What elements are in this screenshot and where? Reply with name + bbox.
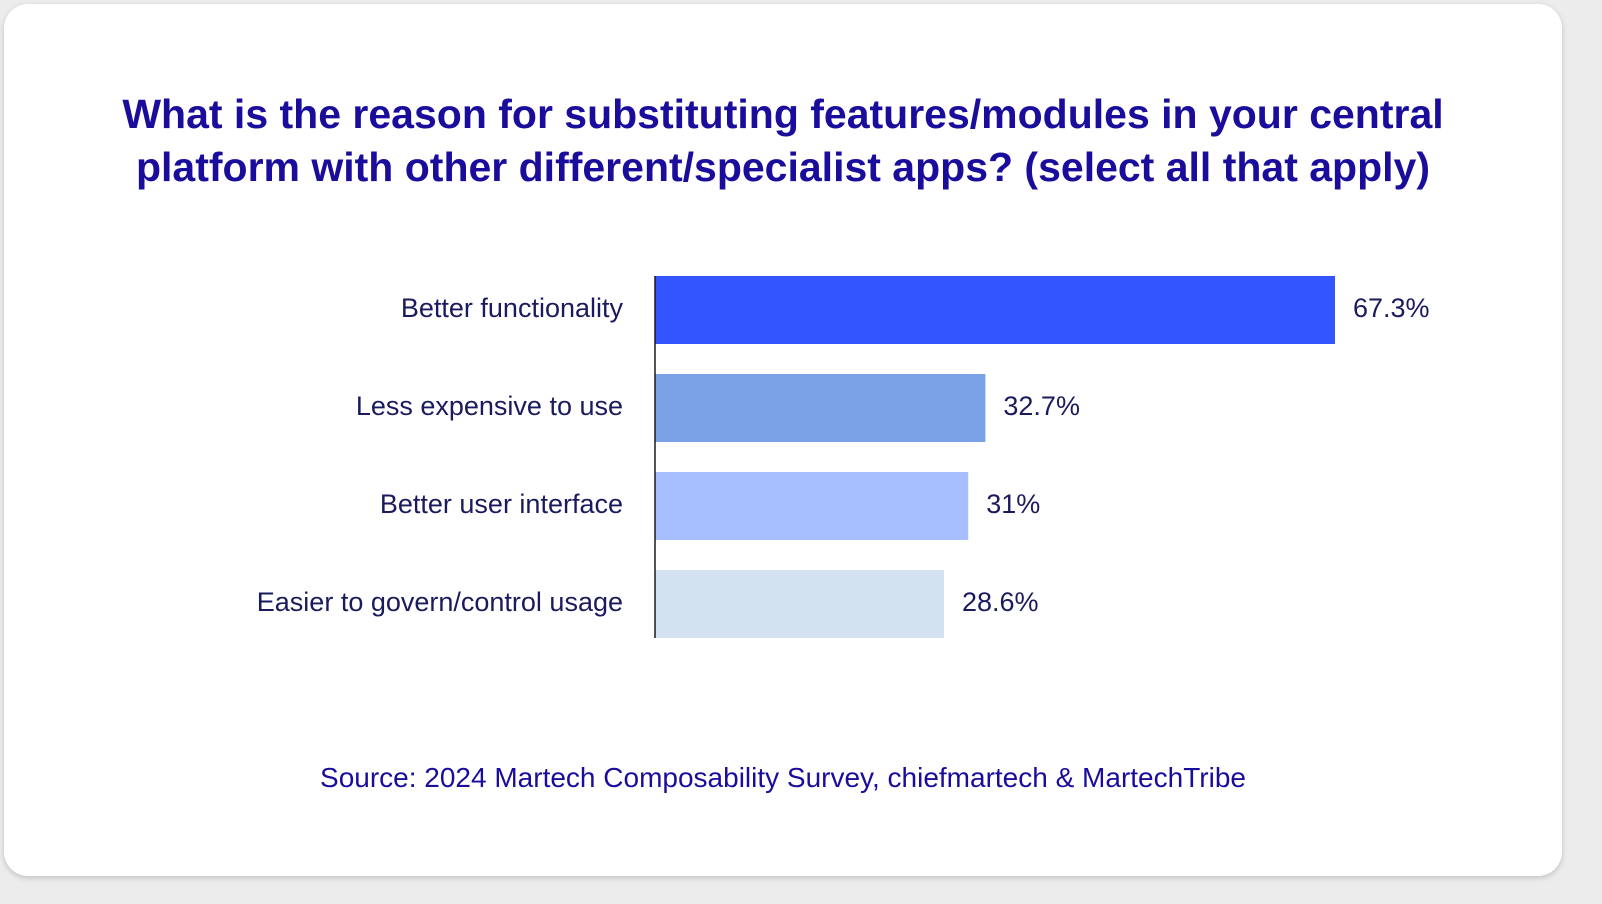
bar-4 <box>655 570 944 638</box>
category-label-1: Better functionality <box>401 293 624 323</box>
value-label-3: 31% <box>986 489 1040 519</box>
category-label-4: Easier to govern/control usage <box>257 587 623 617</box>
value-label-1: 67.3% <box>1353 293 1430 323</box>
source-note: Source: 2024 Martech Composability Surve… <box>320 762 1246 793</box>
bar-2 <box>655 374 986 442</box>
chart-title: What is the reason for substituting feat… <box>4 88 1562 194</box>
bar-1 <box>655 276 1335 344</box>
category-label-2: Less expensive to use <box>356 391 623 421</box>
value-label-4: 28.6% <box>962 587 1039 617</box>
bar-chart: Better functionality 67.3% Less expensive … <box>257 276 1430 638</box>
bars-group: Better functionality 67.3% Less expensive … <box>257 276 1430 638</box>
category-label-3: Better user interface <box>380 489 623 519</box>
chart-card: What is the reason for substituting feat… <box>4 4 1562 876</box>
chart-title-line-1: What is the reason for substituting feat… <box>122 91 1444 137</box>
bar-3 <box>655 472 969 540</box>
value-label-2: 32.7% <box>1003 391 1080 421</box>
chart-title-line-2: platform with other different/specialist… <box>135 144 1430 190</box>
